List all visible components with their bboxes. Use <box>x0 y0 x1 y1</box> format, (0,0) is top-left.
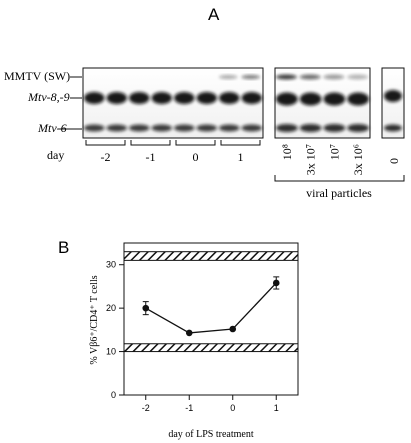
gel-blot-day-series-bands <box>84 75 262 132</box>
gel-band-mtv89 <box>106 92 127 104</box>
day-group-label: -2 <box>101 150 111 164</box>
gel-blot-control-bands <box>384 90 402 132</box>
day-bracket <box>220 140 261 146</box>
series-line <box>145 282 277 334</box>
gel-band-mtv89 <box>84 92 105 104</box>
gel-band-mtv89 <box>196 92 217 104</box>
gel-band-mtv6 <box>129 124 150 132</box>
day-group-label: -1 <box>146 150 156 164</box>
data-point <box>272 279 280 287</box>
panel-b-letter: B <box>58 238 69 257</box>
day-bracket <box>130 140 171 146</box>
gel-band-mmtv <box>276 74 297 80</box>
y-tick-label: 0 <box>111 390 116 400</box>
gel-band-mmtv <box>347 74 368 80</box>
band-label-mtv6: Mtv-6 <box>37 121 67 135</box>
gel-band-mtv6 <box>174 124 195 132</box>
gel-band-mtv89 <box>299 92 322 106</box>
particle-label: 3x 10⁶ <box>351 144 365 175</box>
gel-blot-day-series <box>82 67 264 139</box>
gel-band-mtv6 <box>323 124 346 132</box>
gel-band-mtv89 <box>384 90 402 102</box>
gel-blot-control <box>381 67 405 139</box>
day-groups: -2 -1 0 1 <box>85 140 261 164</box>
day-group-label: 1 <box>238 150 244 164</box>
gel-band-mtv89 <box>347 92 369 106</box>
x-axis: -2 -1 0 1 <box>142 395 279 413</box>
reference-band-hatched <box>123 251 299 261</box>
gel-band-mtv89 <box>323 92 346 106</box>
plot-frame <box>123 242 299 396</box>
gel-band-mtv89 <box>276 92 298 106</box>
gel-band-mtv6 <box>276 124 298 132</box>
day-bracket <box>175 140 216 146</box>
data-point <box>142 304 150 312</box>
gel-band-mmtv <box>323 74 345 80</box>
gel-band-mtv89 <box>151 92 172 104</box>
gel-band-mtv6 <box>106 124 127 132</box>
gel-band-mtv6 <box>299 124 322 132</box>
particle-label: 3x 10⁷ <box>304 144 318 175</box>
particle-label: 10⁷ <box>327 144 341 160</box>
control-label: 0 <box>387 158 401 164</box>
band-label-mmtv: MMTV (SW) <box>4 69 70 83</box>
chart: 0 10 20 30 -2 -1 0 1 day of LPS treatment % Vβ… <box>89 242 299 440</box>
data-point <box>185 329 193 337</box>
gel-band-mtv6 <box>151 124 172 132</box>
particle-label: 10⁸ <box>280 144 294 160</box>
viral-particles-label: viral particles <box>306 186 372 200</box>
gel-blot-viral-particles-bands <box>276 74 369 132</box>
y-tick-label: 10 <box>106 347 116 357</box>
x-tick-label: 1 <box>274 403 279 413</box>
gel-blot-control-frame <box>381 67 405 139</box>
gel-band-mtv6 <box>84 124 105 132</box>
data-point <box>229 325 237 333</box>
gel-blot-viral-particles <box>274 67 371 139</box>
reference-bands <box>123 251 299 353</box>
particle-labels: 10⁸ 3x 10⁷ 10⁷ 3x 10⁶ <box>280 144 365 175</box>
y-tick-label: 30 <box>106 260 116 270</box>
gel-band-mtv6 <box>384 124 402 132</box>
day-bracket <box>85 140 126 146</box>
day-label: day <box>47 148 64 162</box>
x-tick-label: 0 <box>230 403 235 413</box>
x-tick-label: -2 <box>142 403 150 413</box>
gel-band-mmtv <box>299 74 321 80</box>
gel-band-mtv89 <box>174 92 195 104</box>
gel-band-mtv6 <box>347 124 369 132</box>
gel-band-mmtv <box>219 75 238 79</box>
gel-band-mtv6 <box>241 124 262 132</box>
band-label-mtv89: Mtv-8,-9 <box>27 90 70 104</box>
gel-band-mmtv <box>241 75 260 79</box>
gel-band-mtv89 <box>129 92 150 104</box>
reference-band-hatched <box>123 343 299 353</box>
y-axis: 0 10 20 30 <box>106 260 124 400</box>
gel-band-mtv6 <box>219 124 240 132</box>
gel-band-mtv6 <box>196 124 217 132</box>
x-tick-label: -1 <box>185 403 193 413</box>
gel-band-mtv89 <box>241 92 262 104</box>
y-tick-label: 20 <box>106 303 116 313</box>
day-group-label: 0 <box>193 150 199 164</box>
panel-a-letter: A <box>208 5 220 24</box>
gel-band-mtv89 <box>219 92 240 104</box>
viral-particles-bracket <box>274 175 405 182</box>
x-axis-title: day of LPS treatment <box>168 429 253 440</box>
series-group <box>142 276 280 337</box>
y-axis-title: % Vβ6⁺/CD4⁺ T cells <box>89 275 100 364</box>
